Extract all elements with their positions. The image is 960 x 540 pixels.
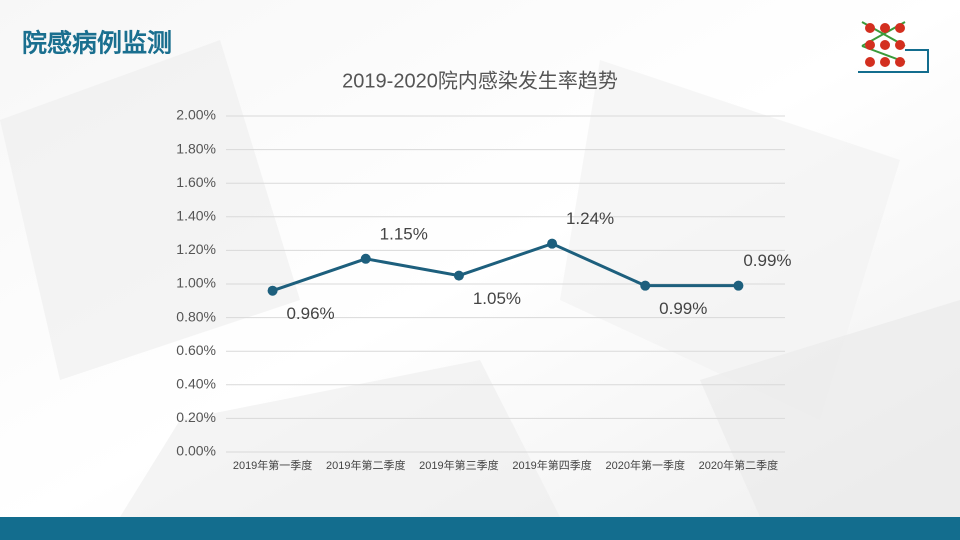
y-tick-label: 0.00% xyxy=(176,443,216,459)
point xyxy=(640,280,651,291)
point xyxy=(360,253,371,264)
y-tick-label: 0.60% xyxy=(176,342,216,358)
bg-shape xyxy=(0,40,300,380)
x-tick-label: 2019年第一季度 xyxy=(233,458,312,472)
point xyxy=(733,280,744,291)
data-label: 0.96% xyxy=(286,304,334,323)
data-label: 1.24% xyxy=(566,209,614,228)
y-tick-label: 1.80% xyxy=(176,140,216,156)
bg-shape xyxy=(120,360,560,517)
x-tick-label: 2020年第一季度 xyxy=(606,458,685,472)
data-label: 1.05% xyxy=(473,289,521,308)
data-label: 0.99% xyxy=(659,299,707,318)
line xyxy=(272,242,739,293)
page-title: 院感病例监测 xyxy=(22,29,172,58)
data-label: 0.99% xyxy=(743,251,791,270)
point xyxy=(547,238,558,249)
footer-bar xyxy=(0,517,960,540)
bg-shape xyxy=(700,300,960,517)
y-tick-label: 1.60% xyxy=(176,174,216,190)
data-label: 1.15% xyxy=(380,224,428,243)
x-tick-label: 2019年第二季度 xyxy=(326,458,405,472)
x-tick-label: 2019年第四季度 xyxy=(512,458,591,472)
point xyxy=(267,285,278,296)
y-tick-label: 2.00% xyxy=(176,107,216,123)
chart-title: 2019-2020院内感染发生率趋势 xyxy=(342,69,618,92)
y-tick-label: 1.20% xyxy=(176,241,216,257)
logo xyxy=(858,21,929,73)
y-tick-label: 0.20% xyxy=(176,409,216,425)
y-tick-label: 1.40% xyxy=(176,208,216,224)
x-tick-label: 2020年第二季度 xyxy=(699,458,778,472)
y-tick-label: 0.80% xyxy=(176,308,216,324)
x-tick-label: 2019年第三季度 xyxy=(419,458,498,472)
point xyxy=(453,270,464,281)
y-tick-label: 1.00% xyxy=(176,275,216,291)
y-tick-label: 0.40% xyxy=(176,376,216,392)
